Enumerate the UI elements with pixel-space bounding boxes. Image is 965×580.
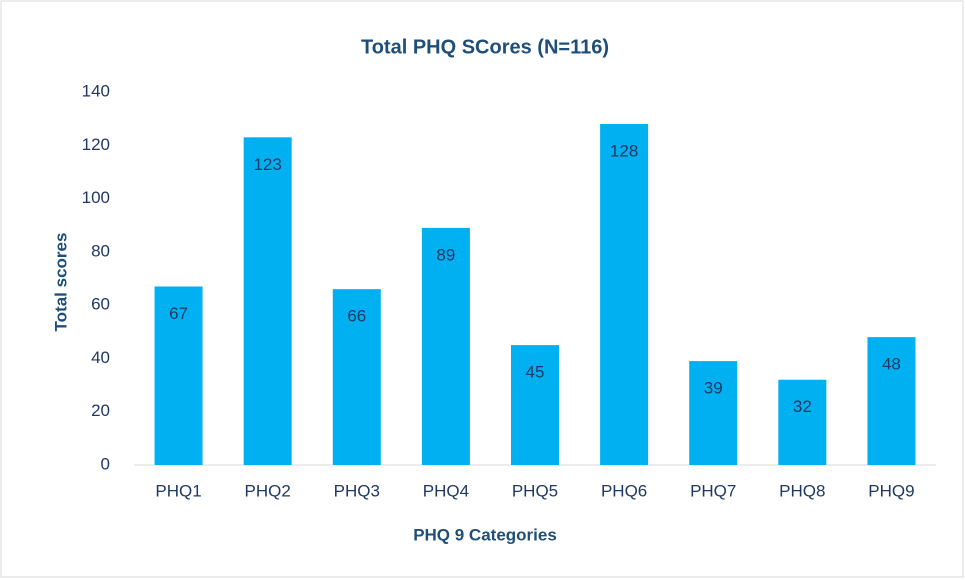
- y-tick-label: 140: [82, 81, 110, 100]
- bar: [243, 137, 292, 466]
- data-label: 48: [882, 355, 901, 374]
- x-tick-label: PHQ2: [245, 481, 291, 500]
- x-tick-label: PHQ3: [334, 481, 380, 500]
- y-tick-label: 120: [82, 135, 110, 154]
- x-tick-label: PHQ6: [601, 481, 647, 500]
- data-label: 128: [610, 141, 638, 160]
- data-label: 39: [704, 379, 723, 398]
- data-label: 89: [436, 245, 455, 264]
- x-tick-label: PHQ1: [155, 481, 201, 500]
- bar: [421, 227, 470, 465]
- y-tick-label: 20: [91, 401, 110, 420]
- bar: [778, 379, 827, 465]
- data-label: 123: [253, 155, 281, 174]
- bar: [867, 337, 916, 465]
- y-tick-label: 60: [91, 295, 110, 314]
- y-tick-label: 80: [91, 241, 110, 260]
- bar: [511, 345, 559, 465]
- data-label: 66: [347, 307, 366, 326]
- x-tick-label: PHQ9: [868, 481, 914, 500]
- x-tick-label: PHQ5: [512, 481, 558, 500]
- x-tick-label: PHQ8: [779, 481, 825, 500]
- bar: [154, 286, 203, 465]
- data-label: 32: [793, 397, 812, 416]
- bar: [332, 289, 381, 465]
- bar: [600, 123, 649, 465]
- x-tick-label: PHQ7: [690, 481, 736, 500]
- bar: [689, 361, 738, 465]
- y-axis-title: Total scores: [51, 233, 70, 332]
- y-tick-label: 0: [101, 454, 110, 473]
- y-tick-label: 100: [82, 188, 110, 207]
- y-tick-label: 40: [91, 348, 110, 367]
- chart-title: Total PHQ SCores (N=116): [361, 36, 609, 58]
- x-tick-label: PHQ4: [423, 481, 469, 500]
- data-label: 67: [169, 304, 188, 323]
- x-axis-title: PHQ 9 Categories: [413, 525, 557, 544]
- data-label: 45: [526, 363, 545, 382]
